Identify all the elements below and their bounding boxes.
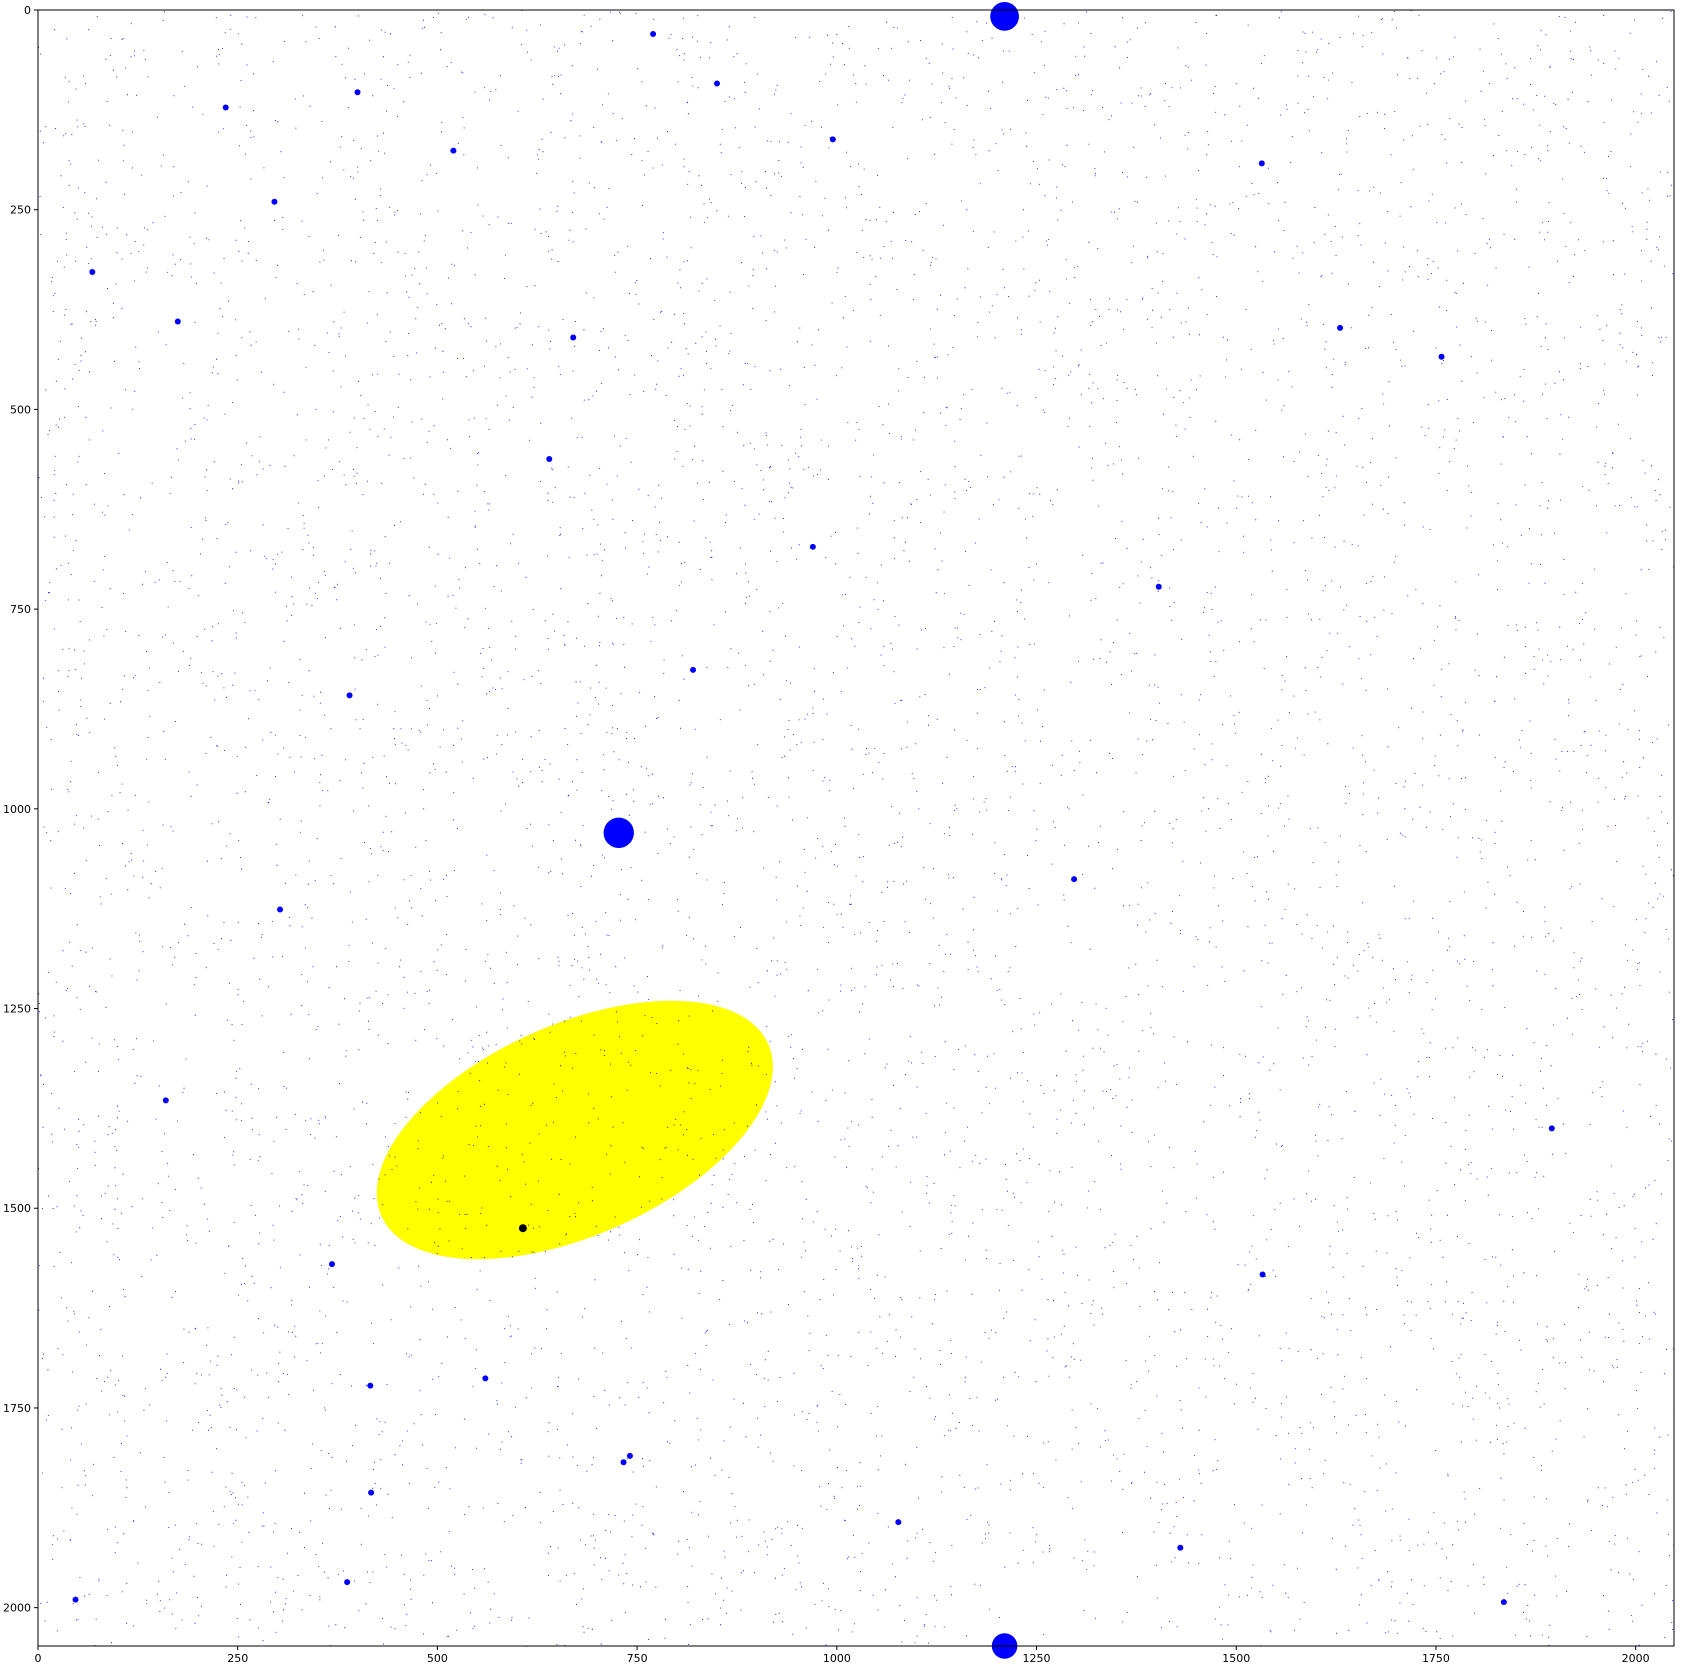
source-point: [482, 1375, 489, 1382]
y-tick-label: 2000: [3, 1602, 31, 1615]
y-tick-label: 1000: [3, 803, 31, 816]
large-source-point: [518, 1224, 527, 1233]
source-point: [344, 1579, 351, 1586]
source-point: [1259, 1271, 1266, 1278]
source-point: [354, 89, 361, 96]
source-point: [1500, 1599, 1507, 1606]
source-point: [450, 147, 457, 154]
source-point: [690, 666, 697, 673]
source-point: [570, 334, 577, 341]
source-point: [1548, 1125, 1555, 1132]
source-point: [346, 692, 353, 699]
large-source-point: [990, 2, 1019, 31]
highlight-ellipse: [376, 1000, 773, 1260]
y-tick-label: 1500: [3, 1202, 31, 1215]
source-point: [328, 1261, 335, 1268]
source-point: [714, 80, 721, 87]
source-point: [368, 1489, 375, 1496]
y-tick-label: 0: [24, 4, 31, 17]
source-point: [89, 269, 96, 276]
source-point: [271, 198, 278, 205]
x-tick-label: 1000: [823, 1652, 851, 1665]
source-point: [626, 1452, 633, 1459]
x-tick-label: 0: [35, 1652, 42, 1665]
source-point: [1337, 324, 1344, 331]
y-tick-label: 1750: [3, 1402, 31, 1415]
x-tick-label: 1500: [1222, 1652, 1250, 1665]
y-tick-label: 1250: [3, 1003, 31, 1016]
x-tick-label: 2000: [1622, 1652, 1650, 1665]
highlight-ellipse-region: [376, 1000, 773, 1260]
source-point: [1155, 583, 1162, 590]
y-tick-label: 500: [10, 403, 31, 416]
source-point: [829, 136, 836, 143]
y-axis: 0 250 500 750 1000 1250 1500 1750 2000: [3, 4, 38, 1615]
source-point: [174, 318, 181, 325]
source-point: [277, 906, 284, 913]
x-tick-label: 750: [627, 1652, 648, 1665]
source-point: [895, 1519, 902, 1526]
source-point: [809, 543, 816, 550]
source-point: [72, 1596, 79, 1603]
x-tick-label: 1250: [1023, 1652, 1051, 1665]
source-point: [650, 30, 657, 37]
x-tick-label: 250: [227, 1652, 248, 1665]
source-point: [1071, 876, 1078, 883]
plot-frame: [37, 9, 1675, 1647]
y-tick-label: 750: [10, 603, 31, 616]
source-point: [162, 1097, 169, 1104]
plot-background: [38, 10, 1674, 1646]
source-point: [1258, 160, 1265, 167]
source-point: [1438, 353, 1445, 360]
source-point: [367, 1382, 374, 1389]
x-tick-label: 500: [427, 1652, 448, 1665]
source-point: [1177, 1544, 1184, 1551]
large-source-point: [603, 817, 634, 848]
x-tick-label: 1750: [1422, 1652, 1450, 1665]
x-axis: 0 250 500 750 1000 1250 1500 1750 2000: [35, 1646, 1650, 1665]
source-point: [546, 455, 553, 462]
source-point: [222, 104, 229, 111]
y-tick-label: 250: [10, 204, 31, 217]
bright-sources: [72, 2, 1555, 1659]
source-point: [620, 1459, 627, 1466]
